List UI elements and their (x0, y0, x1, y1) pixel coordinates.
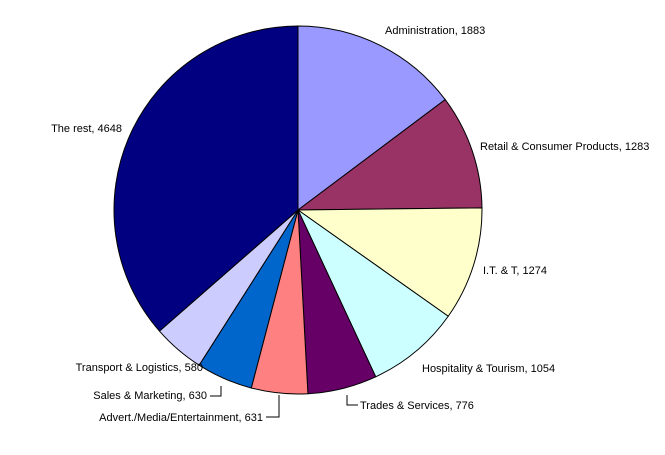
leader-line-sales-marketing (210, 386, 222, 397)
slice-label-administration: Administration, 1883 (385, 25, 485, 37)
pie-slices (113, 25, 483, 395)
slice-labels: Administration, 1883 Retail & Consumer Pr… (51, 25, 649, 424)
pie-slice-i-t-t (296, 207, 483, 317)
leader-lines (210, 386, 358, 418)
slice-label-advert-media-entertainment: Advert./Media/Entertainment, 631 (99, 412, 263, 424)
slice-label-retail-consumer-products: Retail & Consumer Products, 1283 (480, 141, 649, 153)
slice-label-the-rest: The rest, 4648 (51, 123, 122, 135)
slice-label-i-t-t: I.T. & T, 1274 (483, 265, 547, 277)
slice-label-transport-logistics: Transport & Logistics, 580 (76, 362, 203, 374)
slice-label-sales-marketing: Sales & Marketing, 630 (93, 390, 207, 402)
pie-slice-the-rest (113, 25, 299, 332)
leader-line-advert-media-entertainment (266, 395, 280, 418)
slice-label-hospitality-tourism: Hospitality & Tourism, 1054 (422, 363, 555, 375)
pie-slice-hospitality-tourism (296, 208, 449, 378)
pie-slice-administration (297, 25, 446, 211)
pie-slice-retail-consumer-products (296, 98, 483, 211)
leader-line-trades-services (346, 395, 358, 406)
slice-label-trades-services: Trades & Services, 776 (360, 400, 474, 412)
